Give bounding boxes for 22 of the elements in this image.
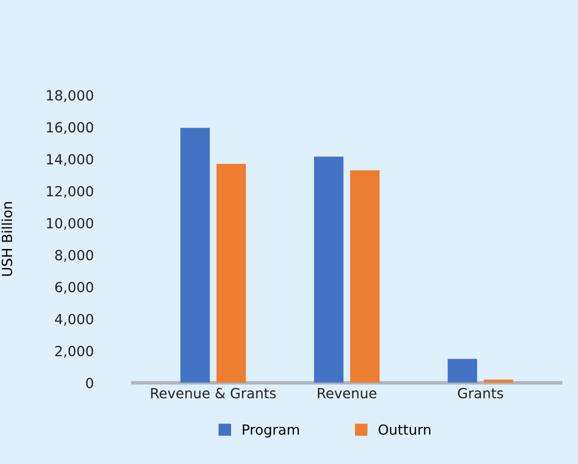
x-tick-label: Revenue & Grants xyxy=(151,388,276,398)
y-tick-label: 12,000 xyxy=(46,186,94,198)
y-tick-label: 0 xyxy=(86,378,94,388)
legend-label: Program xyxy=(242,424,299,438)
y-tick-label: 18,000 xyxy=(46,90,94,102)
bar xyxy=(216,164,246,383)
bar xyxy=(484,380,514,383)
x-tick-label: Grants xyxy=(458,388,504,398)
bar xyxy=(180,128,210,383)
y-tick-label: 2,000 xyxy=(55,346,94,358)
legend-label: Outturn xyxy=(378,424,430,435)
x-tick-label: Revenue xyxy=(318,388,376,398)
y-tick-label: 4,000 xyxy=(54,314,94,326)
y-tick-label: 8,000 xyxy=(55,250,94,262)
y-axis-title: USH Billion xyxy=(1,202,12,276)
y-tick-label: 16,000 xyxy=(46,122,94,134)
y-tick-label: 10,000 xyxy=(46,218,94,230)
y-tick-label: 6,000 xyxy=(55,282,94,294)
bar xyxy=(448,358,478,383)
bar xyxy=(350,170,380,383)
y-tick-label: 14,000 xyxy=(46,154,94,166)
bar xyxy=(314,156,344,383)
